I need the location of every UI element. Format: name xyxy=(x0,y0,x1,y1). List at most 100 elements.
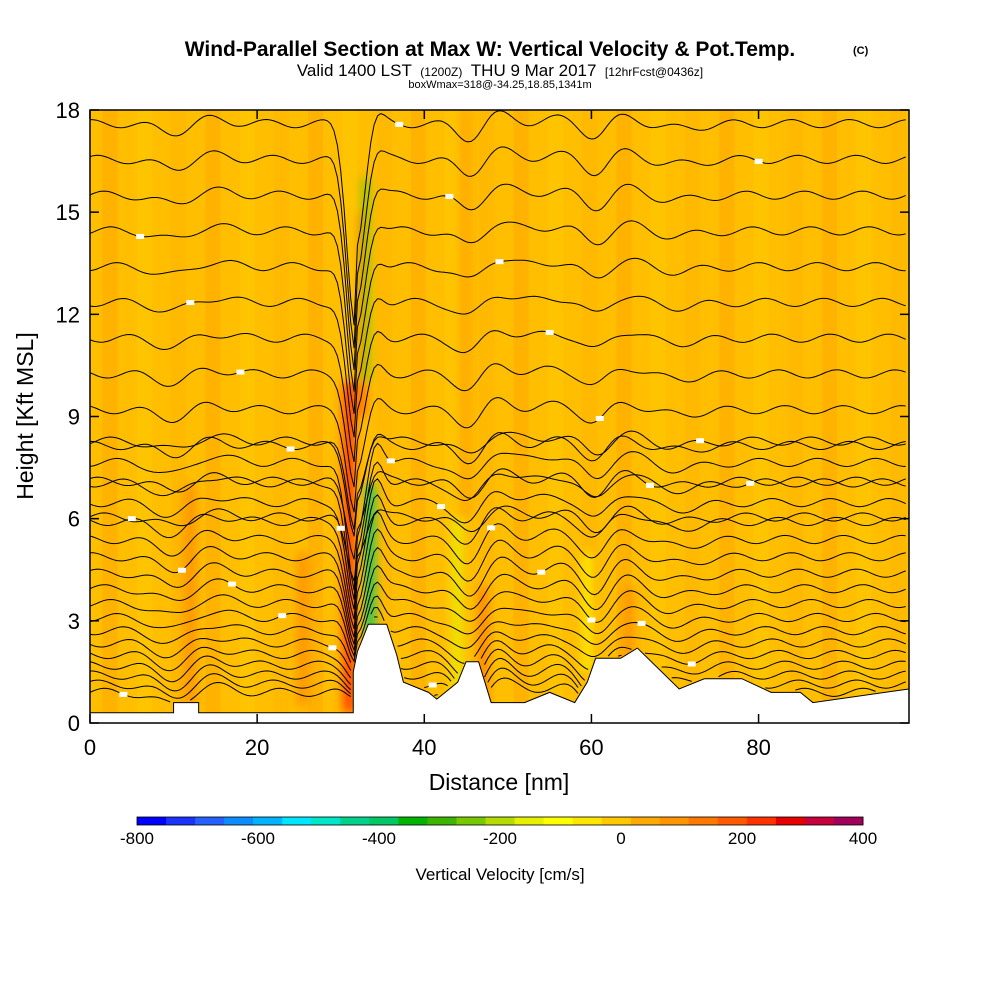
velocity-cell xyxy=(343,382,355,713)
chart-subtitle: Valid 1400 LST (1200Z) THU 9 Mar 2017 [1… xyxy=(297,61,703,80)
x-tick-label: 60 xyxy=(579,735,603,760)
field-background xyxy=(90,110,909,723)
x-tick-label: 80 xyxy=(746,735,770,760)
y-tick-label: 9 xyxy=(68,405,80,430)
isentrope xyxy=(90,478,906,610)
contour-label xyxy=(754,158,763,164)
contour-label xyxy=(386,458,395,464)
isentrope xyxy=(90,677,876,703)
contour-label xyxy=(186,300,195,306)
colorbar-swatch xyxy=(543,817,574,825)
colorbar-swatch xyxy=(775,817,806,825)
contour-label xyxy=(696,438,705,444)
y-tick-label: 6 xyxy=(68,507,80,532)
velocity-cell xyxy=(296,552,310,706)
velocity-cell xyxy=(460,110,472,519)
contour-label xyxy=(545,329,554,335)
isentrope xyxy=(90,581,906,658)
colorbar-swatch xyxy=(369,817,399,825)
isentrope xyxy=(90,510,906,629)
y-tick-label: 18 xyxy=(56,98,80,123)
colorbar-swatch xyxy=(398,817,428,825)
contour-label xyxy=(595,415,604,421)
isentrope xyxy=(90,220,906,392)
vertical-velocity-field xyxy=(184,110,635,713)
velocity-cell xyxy=(583,552,591,672)
isentrope xyxy=(90,468,906,560)
colorbar-swatch xyxy=(659,817,690,825)
isentrope xyxy=(90,494,906,620)
isentrope xyxy=(90,295,906,438)
background-band xyxy=(273,110,289,723)
colorbar-swatch xyxy=(804,817,835,825)
isentrope xyxy=(90,432,906,537)
background-band xyxy=(102,110,118,723)
colorbar-swatch xyxy=(195,817,225,825)
contour-label xyxy=(336,525,345,531)
isentrope xyxy=(90,183,906,371)
colorbar-tick-label: 0 xyxy=(616,829,625,848)
contour-label xyxy=(236,369,245,375)
y-tick-label: 0 xyxy=(68,711,80,736)
background-band xyxy=(479,110,495,723)
colorbar: -800 -600 -400 -200 0 200 400 xyxy=(120,816,877,848)
isentrope xyxy=(90,363,906,488)
contour-label xyxy=(428,682,437,688)
background-band xyxy=(205,110,221,723)
contour-label xyxy=(177,567,186,573)
colorbar-swatch xyxy=(224,817,254,825)
isentrope xyxy=(90,110,906,326)
isentrope xyxy=(90,546,906,645)
y-axis-label: Height [Kft MSL] xyxy=(12,332,38,499)
background-band xyxy=(787,110,803,723)
velocity-cell xyxy=(479,586,487,706)
contour-label xyxy=(687,661,696,667)
contour-label xyxy=(127,516,136,522)
isentrope xyxy=(90,606,906,663)
isentrope xyxy=(90,330,906,463)
contour-label xyxy=(136,233,145,239)
velocity-cell xyxy=(365,484,375,689)
background-band xyxy=(856,110,872,723)
isentrope xyxy=(90,657,906,692)
contour-label xyxy=(119,691,128,697)
colorbar-swatch xyxy=(601,817,632,825)
x-tick-label: 40 xyxy=(412,735,436,760)
y-tick-label: 12 xyxy=(56,302,80,327)
velocity-cell xyxy=(453,518,462,689)
background-band xyxy=(890,110,906,723)
background-band xyxy=(650,110,666,723)
colorbar-swatch xyxy=(137,817,167,825)
background-band xyxy=(547,110,564,723)
isentrope xyxy=(90,430,906,530)
colorbar-swatch xyxy=(340,817,370,825)
colorbar-swatch xyxy=(282,817,312,825)
colorbar-swatch xyxy=(311,817,341,825)
x-tick-label: 20 xyxy=(245,735,269,760)
colorbar-tick-label: -400 xyxy=(362,829,396,848)
colorbar-swatch xyxy=(717,817,748,825)
x-tick-label: 0 xyxy=(84,735,96,760)
contour-label xyxy=(495,259,504,265)
background-band xyxy=(719,110,735,723)
colorbar-swatch xyxy=(514,817,545,825)
colorbar-swatch xyxy=(630,817,661,825)
x-axis-label: Distance [nm] xyxy=(429,769,570,795)
colorbar-swatch xyxy=(456,817,486,825)
background-band xyxy=(376,110,392,723)
colorbar-frame xyxy=(136,816,864,826)
velocity-cell xyxy=(184,484,197,706)
colorbar-swatch xyxy=(746,817,777,825)
background-band xyxy=(513,110,529,723)
isentrope xyxy=(90,505,906,582)
terrain xyxy=(90,623,909,723)
contour-label xyxy=(537,569,546,575)
background-band xyxy=(410,110,426,723)
contour-label xyxy=(645,482,654,488)
isentrope xyxy=(90,648,906,685)
isentrope xyxy=(90,442,906,591)
colorbar-swatch xyxy=(688,817,719,825)
colorbar-swatch xyxy=(485,817,516,825)
contour-label xyxy=(445,193,454,199)
background-band xyxy=(239,110,255,723)
